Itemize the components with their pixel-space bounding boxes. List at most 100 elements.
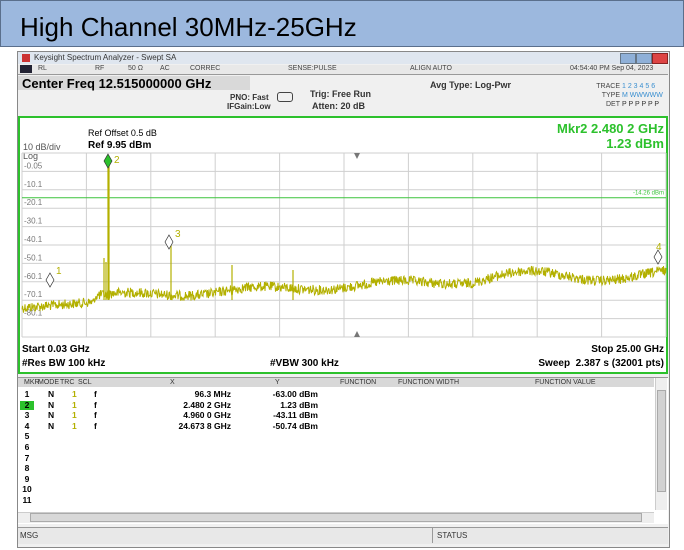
marker — [164, 234, 174, 250]
sweep: Sweep 2.387 s (32001 pts) — [538, 358, 664, 369]
y-label: -20.1 — [24, 198, 43, 207]
table-cell: f — [94, 420, 97, 431]
table-cell: 7 — [24, 452, 30, 463]
y-label: -50.1 — [24, 253, 43, 262]
table-cell: N — [48, 389, 55, 399]
marker-label: 3 — [175, 229, 181, 240]
maximize-button[interactable] — [636, 53, 652, 64]
y-label: -60.1 — [24, 272, 43, 281]
marker-label: 2 — [114, 155, 120, 166]
table-cell: 9 — [24, 473, 30, 484]
horizontal-scroll-thumb[interactable] — [30, 513, 642, 522]
trig-icon — [277, 92, 293, 102]
table-cell: 96.3 MHz — [194, 389, 231, 399]
y-label: -70.1 — [24, 290, 43, 299]
header-title: High Channel 30MHz-25GHz — [20, 12, 357, 42]
table-cell: 1.23 dBm — [280, 399, 318, 410]
table-cell: 3 — [24, 410, 30, 421]
table-cell: 24.673 8 GHz — [178, 420, 231, 431]
trace-numbers: 1 2 3 4 5 6 — [622, 83, 656, 90]
start-freq: Start 0.03 GHz — [22, 344, 90, 355]
table-cell: 10 — [22, 484, 32, 495]
column-header: MKR — [24, 379, 40, 386]
table-cell: 1 — [72, 399, 77, 410]
window-title: Keysight Spectrum Analyzer - Swept SA — [34, 53, 177, 62]
close-button[interactable] — [652, 53, 668, 64]
y-label: -0.05 — [24, 161, 43, 170]
status-row — [18, 65, 668, 75]
trace-labels: TRACE TYPE DET — [575, 82, 620, 109]
table-cell: -63.00 dBm — [272, 389, 318, 399]
app-icon — [22, 54, 30, 62]
res-bw: #Res BW 100 kHz — [22, 358, 105, 369]
trace-label: TRACE — [596, 83, 620, 90]
center-freq-box — [18, 76, 250, 90]
y-label: -80.1 — [24, 309, 43, 318]
status-item: RF — [95, 65, 105, 72]
table-cell: 2 — [24, 399, 30, 410]
status-bar — [18, 527, 668, 544]
marker-label: 1 — [56, 266, 62, 277]
vbw: #VBW 300 kHz — [270, 358, 339, 369]
y-label: -10.1 — [24, 180, 43, 189]
status-item: 50 Ω — [128, 65, 143, 72]
status-item: RL — [38, 65, 47, 72]
status: STATUS — [437, 531, 468, 540]
marker-table — [18, 377, 668, 524]
marker-readout-freq: Mkr2 2.480 2 GHz — [557, 121, 664, 136]
atten: Atten: 20 dB — [312, 101, 366, 111]
det-label: DET — [606, 101, 620, 108]
center-marker-top — [354, 153, 360, 159]
status-item: 04:54:40 PM Sep 04, 2023 — [570, 65, 654, 72]
table-cell: 1 — [72, 420, 77, 431]
table-cell: f — [94, 399, 97, 410]
scale: 10 dB/div — [23, 142, 61, 152]
y-label: -40.1 — [24, 235, 43, 244]
table-header-bg — [18, 378, 654, 387]
column-header: FUNCTION VALUE — [535, 379, 596, 386]
header-band — [0, 0, 684, 47]
plot-group: Ref Offset 0.5 dB Ref 9.95 dBm 10 dB/div… — [18, 116, 668, 374]
marker-label: 4 — [656, 242, 662, 253]
trace-detectors: P P P P P P — [622, 101, 660, 108]
lxi-icon — [20, 65, 32, 73]
avg-type: Avg Type: Log-Pwr — [430, 80, 511, 90]
msg: MSG — [20, 531, 39, 540]
table-cell: -50.74 dBm — [272, 420, 318, 431]
ifgain: IFGain:Low — [227, 102, 271, 111]
minimize-button[interactable] — [620, 53, 636, 64]
table-cell: 4 — [24, 420, 30, 431]
table-cell: 1 — [72, 389, 77, 399]
display-line-label: -14.26 dBm — [633, 191, 664, 197]
table-cell: 6 — [24, 442, 30, 452]
scale-type: Log — [23, 151, 38, 161]
table-cell: N — [48, 420, 55, 431]
marker — [103, 153, 113, 169]
column-header: X — [170, 379, 175, 386]
status-divider — [432, 528, 433, 543]
marker — [45, 272, 55, 288]
status-item: SENSE:PULSE — [288, 65, 337, 72]
stop-freq: Stop 25.00 GHz — [591, 344, 664, 355]
title-bar — [18, 52, 668, 64]
table-cell: 11 — [22, 495, 32, 505]
table-cell: f — [94, 389, 97, 399]
table-cell: N — [48, 399, 55, 410]
vertical-scroll-thumb[interactable] — [657, 390, 666, 492]
table-cell: 1 — [24, 389, 30, 399]
table-cell: f — [94, 410, 97, 421]
ref-level: Ref 9.95 dBm — [88, 140, 151, 151]
table-cell: 2.480 2 GHz — [183, 399, 231, 410]
trig: Trig: Free Run — [310, 89, 372, 99]
column-header: Y — [275, 379, 280, 386]
column-header: MODE — [38, 379, 59, 386]
table-cell: N — [48, 410, 55, 421]
table-cell: 4.960 0 GHz — [183, 410, 231, 421]
type-label: TYPE — [601, 92, 620, 99]
trace — [21, 265, 667, 313]
y-label: -30.1 — [24, 217, 43, 226]
plot: Ref Offset 0.5 dB Ref 9.95 dBm 10 dB/div… — [18, 116, 668, 374]
status-item: CORREC — [190, 65, 221, 72]
ref-offset: Ref Offset 0.5 dB — [88, 128, 157, 138]
